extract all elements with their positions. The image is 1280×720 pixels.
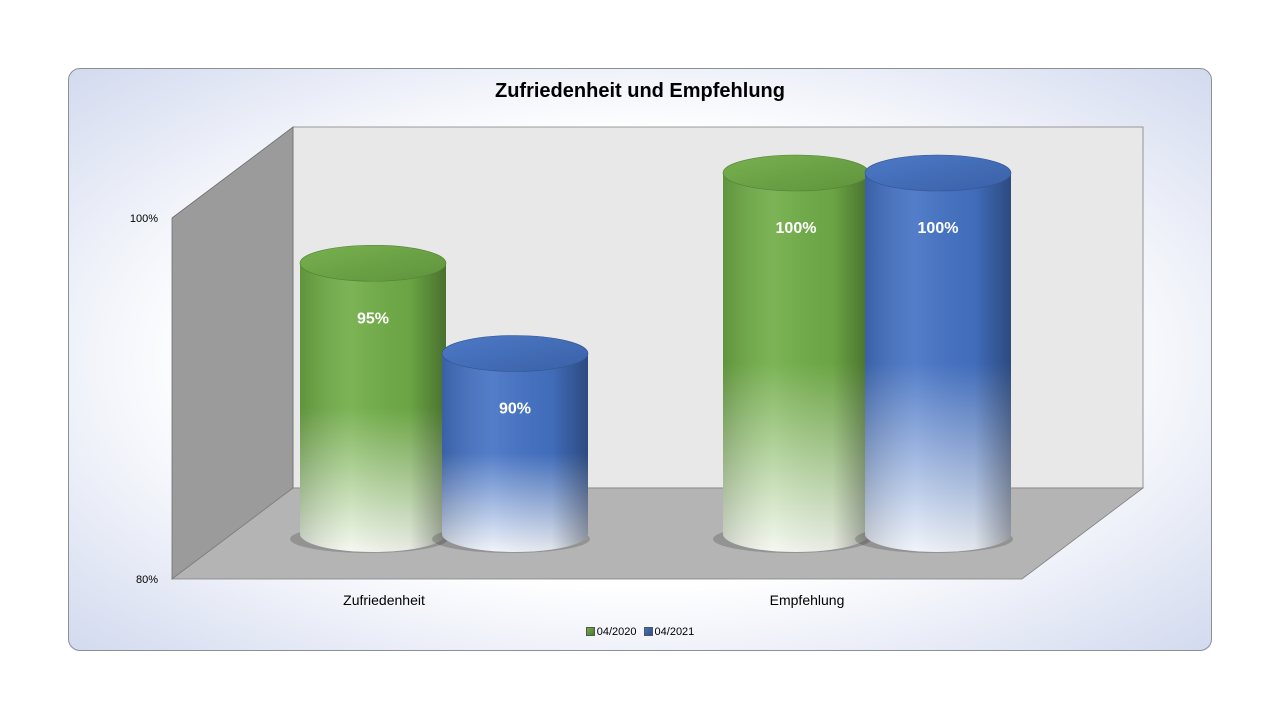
legend-label: 04/2020	[596, 626, 637, 638]
chart-title: Zufriedenheit und Empfehlung	[495, 80, 785, 102]
bar-top	[299, 244, 447, 282]
bars	[290, 154, 1013, 553]
bar-top	[441, 335, 589, 372]
legend: 04/2020 04/2021	[0, 626, 1280, 638]
legend-swatch	[585, 627, 595, 636]
legend-item: 04/2021	[643, 626, 695, 638]
data-labels: 95% 90% 100% 100%	[357, 220, 958, 418]
bar-shading	[865, 173, 1011, 552]
y-axis: 80% 100%	[130, 213, 158, 586]
bar-top	[722, 154, 870, 192]
data-label: 90%	[499, 401, 531, 418]
x-axis: Zufriedenheit Empfehlung	[343, 592, 844, 608]
bar-shading	[300, 263, 446, 552]
y-tick-label: 100%	[130, 213, 158, 225]
bar-shading	[723, 173, 869, 552]
data-label: 95%	[357, 310, 389, 327]
y-tick-label: 80%	[136, 574, 158, 586]
legend-label: 04/2021	[654, 626, 695, 638]
data-label: 100%	[776, 220, 817, 237]
x-tick-label: Empfehlung	[770, 592, 845, 608]
legend-swatch	[643, 627, 653, 636]
bar-top	[864, 154, 1012, 192]
data-label: 100%	[918, 220, 959, 237]
x-tick-label: Zufriedenheit	[343, 592, 425, 608]
bar-shading	[442, 353, 588, 552]
legend-item: 04/2020	[585, 626, 637, 638]
